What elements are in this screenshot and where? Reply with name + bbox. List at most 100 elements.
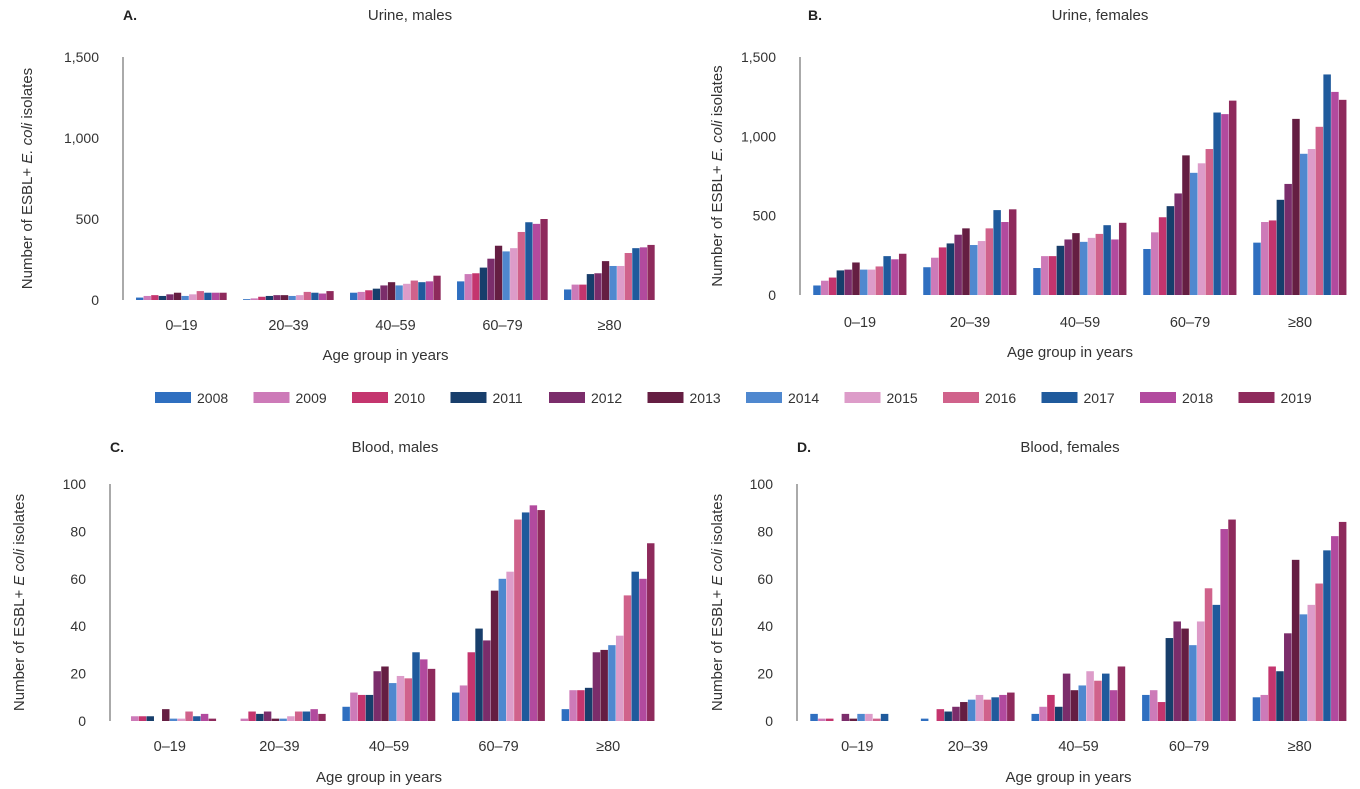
bar-2013-2 [960, 702, 968, 721]
x-category-label: 40–59 [375, 318, 415, 334]
bar-2017-1 [880, 713, 889, 721]
x-category-label: 40–59 [1058, 739, 1098, 755]
bar-2017-2 [311, 292, 319, 300]
x-category-label: 60–79 [478, 739, 518, 755]
bar-2012-1 [841, 713, 850, 721]
bar-2017-3 [1103, 225, 1111, 295]
bar-2013-2 [280, 295, 289, 300]
bar-2017-5 [1323, 550, 1331, 721]
legend-swatch-2015 [844, 392, 881, 403]
bar-2010-5 [1268, 666, 1276, 721]
bar-2009-1 [818, 718, 826, 721]
chart-title: Urine, females [1052, 7, 1149, 24]
bar-2016-3 [404, 678, 412, 721]
y-tick-label: 20 [70, 666, 86, 682]
bar-2016-5 [1315, 583, 1323, 721]
bar-2018-3 [425, 281, 434, 300]
bar-2010-3 [1048, 256, 1057, 295]
bar-2019-1 [208, 718, 217, 721]
bar-2008-2 [920, 718, 929, 721]
x-category-label: 20–39 [950, 315, 990, 331]
bar-2019-3 [433, 275, 441, 300]
bar-2013-3 [1072, 233, 1080, 295]
legend-label-2010: 2010 [394, 390, 425, 406]
y-tick-label: 60 [70, 571, 86, 587]
x-axis-title: Age group in years [316, 769, 442, 786]
legend-swatch-2010 [352, 392, 388, 403]
bar-2019-2 [318, 713, 326, 721]
bar-2011-4 [475, 628, 483, 721]
bar-2013-5 [1292, 118, 1300, 295]
bar-2014-3 [1080, 241, 1088, 295]
bar-2014-2 [970, 245, 978, 295]
bar-2013-4 [490, 590, 499, 721]
bar-2012-4 [1173, 621, 1181, 721]
x-category-label: ≥80 [1288, 315, 1312, 331]
bar-2017-1 [193, 716, 201, 721]
bar-2008-5 [561, 709, 570, 721]
legend-label-2013: 2013 [690, 390, 721, 406]
bar-2018-2 [999, 694, 1007, 721]
bar-2014-5 [609, 265, 617, 300]
bar-2008-2 [243, 299, 251, 300]
bar-2018-1 [891, 259, 899, 295]
bar-2012-5 [1284, 633, 1292, 721]
bar-2010-1 [138, 716, 147, 721]
bar-2019-1 [898, 253, 907, 295]
bar-2011-2 [256, 713, 264, 721]
bar-2011-3 [1055, 706, 1063, 721]
bar-2010-5 [577, 690, 585, 721]
bar-2014-1 [169, 718, 178, 721]
legend-swatch-2009 [253, 392, 290, 403]
panel-letter: C. [110, 439, 124, 455]
bar-2011-4 [479, 267, 488, 300]
y-tick-label: 0 [765, 713, 773, 729]
bar-2014-3 [389, 683, 397, 721]
bar-2008-3 [1033, 268, 1041, 295]
bar-2011-5 [1276, 671, 1284, 721]
y-tick-label: 0 [78, 713, 86, 729]
panel-letter: D. [797, 439, 811, 455]
y-tick-label: 500 [76, 211, 100, 227]
bar-2012-4 [483, 640, 491, 721]
bar-2010-4 [467, 652, 476, 721]
bar-2009-2 [240, 718, 249, 721]
bar-2009-3 [1039, 706, 1047, 721]
bar-2014-5 [1300, 153, 1308, 295]
bar-2019-4 [540, 219, 548, 300]
bar-2014-4 [1189, 645, 1197, 721]
bar-2010-2 [258, 296, 266, 300]
bar-2016-3 [1095, 233, 1104, 295]
bar-2010-5 [579, 284, 587, 300]
legend-swatch-2017 [1041, 392, 1078, 403]
bar-2017-3 [418, 282, 426, 300]
bar-2010-4 [1157, 702, 1166, 721]
bar-2019-2 [326, 291, 334, 300]
x-category-label: 60–79 [1169, 739, 1209, 755]
legend: 2008 2009 2010 2011 2012 2013 2014 2015 2016 2017… [155, 390, 1312, 406]
bar-2011-2 [265, 295, 274, 300]
bar-2018-1 [211, 292, 220, 300]
bar-2012-5 [1284, 183, 1292, 295]
bar-2017-2 [993, 210, 1001, 295]
bar-2012-5 [592, 652, 601, 721]
bar-2016-1 [875, 266, 884, 295]
x-category-label: 60–79 [482, 318, 522, 334]
bar-2009-4 [459, 685, 468, 721]
legend-swatch-2019 [1238, 392, 1275, 403]
bar-2014-4 [502, 251, 510, 300]
bar-2011-2 [944, 711, 952, 721]
bar-2008-4 [452, 692, 460, 721]
bar-2008-1 [136, 297, 144, 300]
bar-2009-4 [1151, 232, 1159, 295]
bar-2018-3 [1109, 690, 1118, 721]
bar-2017-2 [991, 697, 999, 721]
bar-2017-5 [1323, 74, 1331, 295]
bar-2018-2 [310, 709, 318, 721]
chart-panel-3: C. Blood, males 0 20 40 60 80 100 0–19 20–39 40–59… [11, 439, 655, 786]
bar-2018-4 [1220, 529, 1228, 721]
bar-2010-4 [472, 273, 480, 300]
bar-2008-3 [350, 292, 358, 300]
bar-2009-4 [1149, 690, 1158, 721]
bar-2014-2 [288, 295, 296, 300]
